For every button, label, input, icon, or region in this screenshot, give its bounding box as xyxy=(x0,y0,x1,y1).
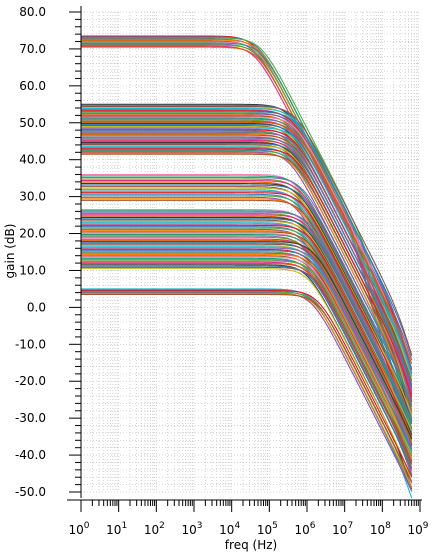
series-line xyxy=(81,111,413,369)
series-line xyxy=(81,266,413,465)
x-tick-label: 104 xyxy=(219,521,240,537)
series-line xyxy=(81,292,413,492)
y-tick-label: 40.0 xyxy=(19,153,46,167)
series-line xyxy=(81,184,413,420)
x-tick-label: 109 xyxy=(407,521,428,537)
x-tick-label: 107 xyxy=(332,521,353,537)
y-tick-label: 50.0 xyxy=(19,116,46,130)
series-line xyxy=(81,224,413,446)
series-curves xyxy=(81,35,413,499)
x-tick-label: 102 xyxy=(144,521,165,537)
y-tick-label: -30.0 xyxy=(15,411,46,425)
y-tick-label: 60.0 xyxy=(19,79,46,93)
y-tick-label: 0.0 xyxy=(27,300,46,314)
series-line xyxy=(81,116,413,384)
series-line xyxy=(81,265,413,469)
series-line xyxy=(81,143,413,386)
series-line xyxy=(81,247,413,449)
series-line xyxy=(81,293,413,484)
x-tick-label: 108 xyxy=(370,521,391,537)
y-tick-label: 80.0 xyxy=(19,5,46,19)
series-line xyxy=(81,190,413,436)
series-line xyxy=(81,253,413,460)
series-line xyxy=(81,127,413,377)
series-line xyxy=(81,289,413,478)
x-tick-label: 101 xyxy=(106,521,127,537)
series-line xyxy=(81,187,413,415)
series-line xyxy=(81,268,413,482)
series-line xyxy=(81,121,413,364)
series-line xyxy=(81,260,413,457)
series-line xyxy=(81,178,413,429)
series-line xyxy=(81,186,413,446)
series-line xyxy=(81,148,413,398)
series-line xyxy=(81,175,413,408)
series-line xyxy=(81,293,413,488)
series-line xyxy=(81,218,413,433)
series-line xyxy=(81,42,413,431)
series-line xyxy=(81,179,413,429)
y-tick-label: 70.0 xyxy=(19,42,46,56)
series-line xyxy=(81,137,413,406)
x-axis-label: freq (Hz) xyxy=(225,538,277,552)
axes: 80.0 70.0 60.0 50.0 40.0 30.0 20.0 10.0 0.0 -10.0… xyxy=(15,5,429,537)
series-line xyxy=(81,183,413,421)
series-line xyxy=(81,105,413,356)
series-line xyxy=(81,173,413,440)
x-tick-label: 100 xyxy=(68,521,89,537)
y-tick-label: -50.0 xyxy=(15,485,46,499)
y-axis-label: gain (dB) xyxy=(3,224,17,279)
x-tick-label: 103 xyxy=(181,521,202,537)
series-line xyxy=(81,241,413,440)
y-tick-label: -40.0 xyxy=(15,448,46,462)
series-line xyxy=(81,132,413,391)
series-line xyxy=(81,192,413,436)
series-line xyxy=(81,176,413,406)
series-line xyxy=(81,211,413,422)
x-tick-label: 105 xyxy=(257,521,278,537)
y-tick-label: 10.0 xyxy=(19,263,46,277)
y-tick-label: 30.0 xyxy=(19,190,46,204)
y-tick-label: 20.0 xyxy=(19,227,46,241)
series-line xyxy=(81,152,413,413)
x-tick-label: 106 xyxy=(294,521,315,537)
series-line xyxy=(81,153,413,412)
y-tick-label: -20.0 xyxy=(15,374,46,388)
y-tick-label: -10.0 xyxy=(15,337,46,351)
